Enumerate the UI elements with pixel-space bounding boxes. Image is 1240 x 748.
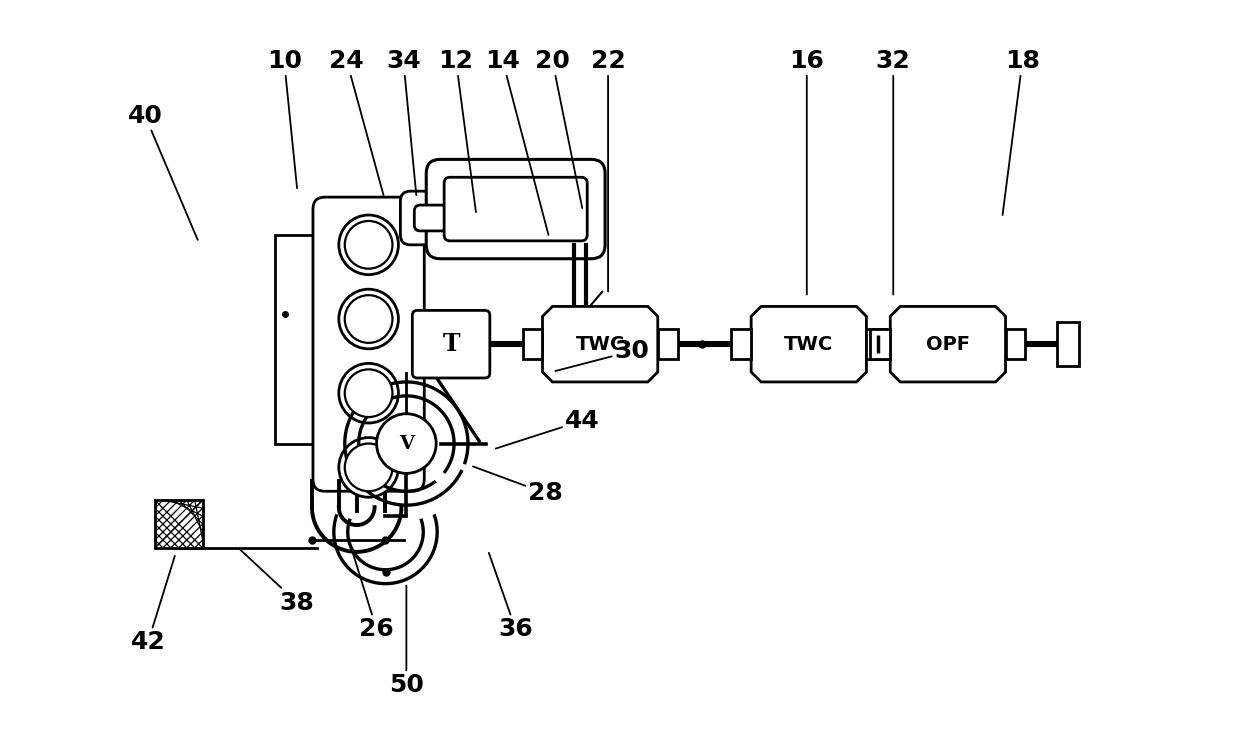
Bar	[1058, 322, 1079, 366]
Text: 20: 20	[534, 49, 583, 208]
FancyBboxPatch shape	[444, 177, 588, 241]
Circle shape	[339, 289, 398, 349]
Text: 44: 44	[496, 408, 600, 449]
Text: 16: 16	[790, 49, 825, 295]
Text: TWC: TWC	[784, 334, 833, 354]
Text: 42: 42	[130, 556, 175, 654]
Text: 18: 18	[1003, 49, 1040, 215]
Circle shape	[339, 438, 398, 497]
Circle shape	[339, 215, 398, 275]
Text: 12: 12	[439, 49, 476, 212]
Text: 38: 38	[241, 550, 315, 615]
Polygon shape	[542, 307, 657, 382]
FancyBboxPatch shape	[413, 310, 490, 378]
Circle shape	[345, 295, 392, 343]
Text: 32: 32	[875, 49, 910, 295]
Text: V: V	[399, 435, 414, 453]
Bar	[870, 329, 890, 359]
Text: 24: 24	[330, 49, 383, 195]
Bar	[657, 329, 677, 359]
Circle shape	[339, 364, 398, 423]
FancyBboxPatch shape	[401, 191, 461, 245]
Polygon shape	[751, 307, 867, 382]
Text: 40: 40	[128, 104, 197, 240]
FancyBboxPatch shape	[414, 205, 448, 231]
Text: 30: 30	[556, 339, 650, 371]
Text: 10: 10	[267, 49, 301, 188]
Text: 22: 22	[590, 49, 625, 292]
Text: 36: 36	[489, 553, 533, 641]
Circle shape	[345, 370, 392, 417]
Polygon shape	[890, 307, 1006, 382]
Text: 34: 34	[386, 49, 420, 195]
Circle shape	[377, 414, 436, 473]
FancyBboxPatch shape	[312, 197, 424, 491]
Circle shape	[345, 444, 392, 491]
Text: 50: 50	[389, 586, 424, 697]
Text: 28: 28	[472, 467, 563, 505]
Bar	[732, 329, 751, 359]
Text: T: T	[443, 332, 460, 356]
FancyBboxPatch shape	[427, 159, 605, 259]
Bar	[522, 329, 542, 359]
Text: 14: 14	[485, 49, 548, 235]
Text: 26: 26	[350, 543, 394, 641]
Text: TWC: TWC	[575, 334, 625, 354]
Bar	[867, 329, 887, 359]
Bar	[155, 500, 202, 548]
Text: OPF: OPF	[926, 334, 970, 354]
Circle shape	[345, 221, 392, 269]
Bar	[275, 235, 322, 444]
Bar	[1006, 329, 1025, 359]
